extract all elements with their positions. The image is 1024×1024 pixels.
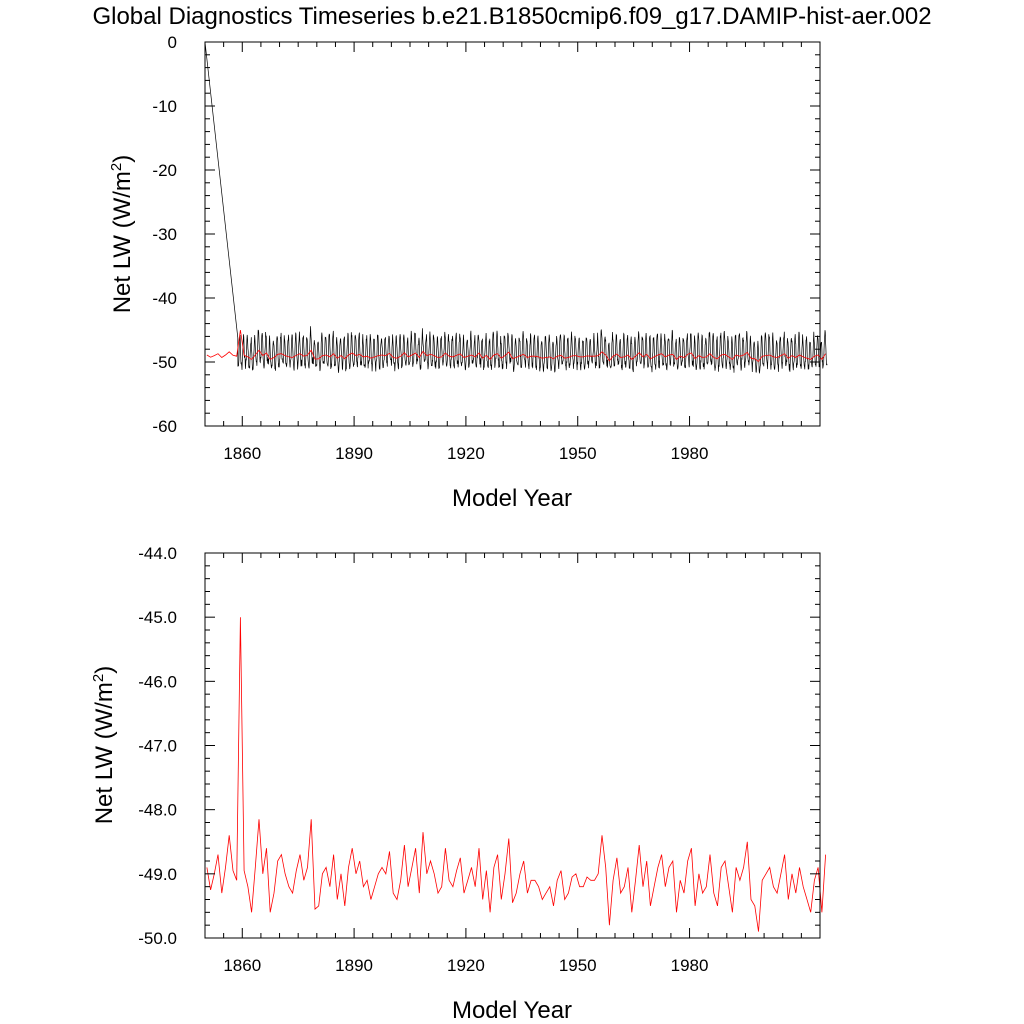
top-monthly-series-line — [204, 41, 828, 374]
top-panel: 1860 1890 1920 1950 19800-10-20-30-40-50-60 … — [108, 33, 828, 512]
bottom-y-tick-label: -50.0 — [138, 929, 177, 948]
top-plot-lines — [204, 41, 828, 374]
bottom-x-axis-label: Model Year — [452, 997, 572, 1024]
bottom-plot-lines — [206, 617, 826, 932]
top-y-axis-label: Net LW (W/m2) — [108, 155, 136, 314]
bottom-ticks — [204, 552, 821, 939]
bottom-annual-series-line — [206, 617, 826, 932]
top-y-tick-label: 0 — [168, 33, 177, 52]
bottom-y-tick-label: -49.0 — [138, 865, 177, 884]
bottom-y-tick-label: -46.0 — [138, 672, 177, 691]
top-ticks — [204, 41, 821, 427]
top-annual-series-line — [206, 329, 826, 362]
bottom-y-axis-label: Net LW (W/m2) — [90, 666, 118, 825]
top-tick-labels: 1860 1890 1920 1950 1980 0 -10 -20 -30 -40 -50 -60 — [152, 33, 708, 463]
top-y-tick-label: -50 — [152, 353, 177, 372]
bottom-y-tick-label: -44.0 — [138, 544, 177, 563]
bottom-x-tick-label: 1920 — [447, 956, 485, 975]
bottom-x-tick-label: 1890 — [335, 956, 373, 975]
top-x-tick-label: 1920 — [447, 444, 485, 463]
bottom-x-tick-label: 1950 — [559, 956, 597, 975]
top-x-tick-label: 1980 — [671, 444, 709, 463]
bottom-panel: 1860 1890 1920 1950 1980 -44.0 -45.0 -46.0 -47.0… — [90, 544, 826, 1024]
bottom-y-tick-label: -45.0 — [138, 608, 177, 627]
bottom-tick-labels: 1860 1890 1920 1950 1980 -44.0 -45.0 -46.0 -47.0… — [138, 544, 708, 975]
top-x-tick-label: 1890 — [335, 444, 373, 463]
bottom-y-tick-label: -47.0 — [138, 737, 177, 756]
top-x-tick-label: 1860 — [223, 444, 261, 463]
bottom-y-tick-label: -48.0 — [138, 801, 177, 820]
top-y-tick-label: -30 — [152, 225, 177, 244]
top-y-tick-label: -40 — [152, 289, 177, 308]
chart-title: Global Diagnostics Timeseries b.e21.B185… — [92, 3, 931, 30]
top-y-tick-label: -10 — [152, 97, 177, 116]
bottom-x-tick-label: 1860 — [223, 956, 261, 975]
top-y-tick-label: -20 — [152, 161, 177, 180]
top-x-tick-label: 1950 — [559, 444, 597, 463]
top-y-tick-label: -60 — [152, 417, 177, 436]
top-x-axis-label: Model Year — [452, 485, 572, 512]
bottom-x-tick-label: 1980 — [671, 956, 709, 975]
